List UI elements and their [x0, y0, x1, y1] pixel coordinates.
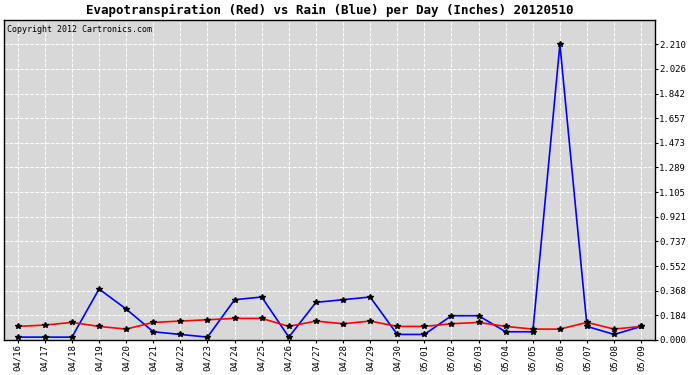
Text: Copyright 2012 Cartronics.com: Copyright 2012 Cartronics.com: [8, 25, 152, 34]
Title: Evapotranspiration (Red) vs Rain (Blue) per Day (Inches) 20120510: Evapotranspiration (Red) vs Rain (Blue) …: [86, 4, 573, 17]
